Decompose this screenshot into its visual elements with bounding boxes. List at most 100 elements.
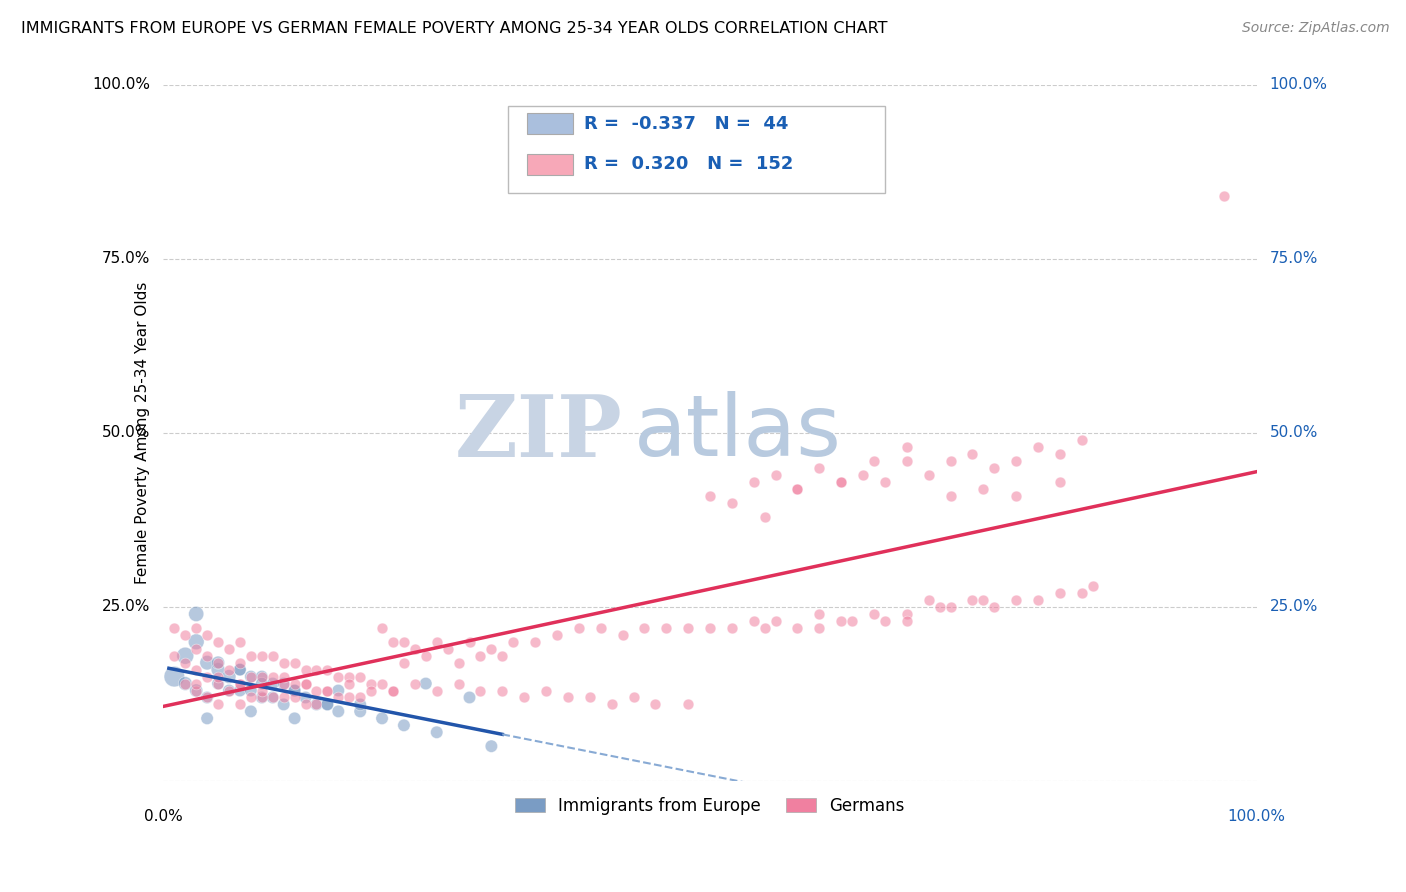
Point: [360, 683, 382, 698]
Point: [371, 621, 394, 635]
Point: [250, 683, 273, 698]
Point: [1049, 475, 1071, 489]
Text: 50.0%: 50.0%: [1270, 425, 1319, 441]
Point: [250, 690, 273, 705]
Point: [392, 718, 415, 732]
Point: [786, 482, 808, 496]
Point: [195, 711, 218, 725]
Point: [250, 690, 273, 705]
Point: [262, 690, 284, 705]
Point: [328, 690, 350, 705]
Point: [229, 634, 252, 648]
Point: [186, 663, 208, 677]
Point: [600, 698, 623, 712]
Point: [896, 454, 918, 468]
Point: [404, 641, 426, 656]
Point: [207, 670, 229, 684]
Point: [502, 634, 524, 648]
Point: [983, 599, 1005, 614]
Point: [218, 683, 240, 698]
Point: [524, 634, 547, 648]
Point: [918, 467, 941, 482]
Point: [721, 495, 744, 509]
Point: [294, 698, 316, 712]
Point: [163, 670, 186, 684]
Point: [458, 690, 481, 705]
Point: [305, 663, 328, 677]
Point: [207, 698, 229, 712]
Point: [229, 676, 252, 690]
Point: [962, 447, 984, 461]
Point: [207, 634, 229, 648]
Point: [392, 656, 415, 670]
Point: [830, 475, 852, 489]
Point: [328, 705, 350, 719]
Point: [239, 683, 262, 698]
Point: [491, 683, 513, 698]
Point: [623, 690, 645, 705]
Point: [239, 690, 262, 705]
Point: [195, 628, 218, 642]
Point: [676, 621, 699, 635]
Point: [218, 663, 240, 677]
Point: [589, 621, 612, 635]
Bar: [527, 153, 574, 175]
Point: [207, 663, 229, 677]
Point: [939, 454, 962, 468]
Point: [186, 676, 208, 690]
Point: [633, 621, 655, 635]
Point: [195, 690, 218, 705]
Point: [207, 656, 229, 670]
Point: [186, 621, 208, 635]
Point: [765, 614, 787, 628]
Point: [371, 711, 394, 725]
Point: [218, 641, 240, 656]
Point: [316, 683, 339, 698]
Point: [404, 676, 426, 690]
Point: [808, 460, 831, 475]
Point: [284, 676, 307, 690]
Point: [273, 656, 295, 670]
Point: [250, 670, 273, 684]
Point: [513, 690, 536, 705]
Point: [186, 607, 208, 621]
Point: [174, 656, 197, 670]
Point: [316, 663, 339, 677]
Point: [426, 725, 449, 739]
Point: [426, 634, 449, 648]
Point: [328, 670, 350, 684]
Point: [742, 614, 765, 628]
Point: [896, 440, 918, 454]
Text: 100.0%: 100.0%: [93, 78, 150, 93]
Point: [786, 482, 808, 496]
Point: [436, 641, 458, 656]
Point: [479, 739, 502, 754]
Point: [371, 676, 394, 690]
Text: 100.0%: 100.0%: [1270, 78, 1327, 93]
Point: [983, 460, 1005, 475]
Point: [239, 705, 262, 719]
Point: [742, 475, 765, 489]
Point: [163, 621, 186, 635]
Point: [250, 670, 273, 684]
Text: 25.0%: 25.0%: [101, 599, 150, 615]
Point: [1070, 433, 1092, 447]
Point: [655, 621, 678, 635]
Point: [229, 656, 252, 670]
Point: [195, 670, 218, 684]
Point: [195, 690, 218, 705]
Point: [1049, 586, 1071, 600]
Point: [972, 593, 994, 607]
Point: [1212, 189, 1234, 203]
Point: [294, 676, 316, 690]
Point: [294, 690, 316, 705]
Point: [239, 670, 262, 684]
Point: [316, 698, 339, 712]
Point: [250, 648, 273, 663]
Point: [896, 607, 918, 621]
Point: [207, 676, 229, 690]
Point: [284, 683, 307, 698]
Text: 25.0%: 25.0%: [1270, 599, 1319, 615]
Text: R =  -0.337   N =  44: R = -0.337 N = 44: [585, 115, 789, 133]
Point: [349, 690, 371, 705]
